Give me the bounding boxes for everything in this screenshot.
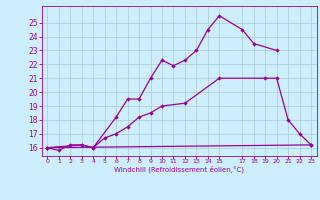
X-axis label: Windchill (Refroidissement éolien,°C): Windchill (Refroidissement éolien,°C) bbox=[114, 166, 244, 173]
